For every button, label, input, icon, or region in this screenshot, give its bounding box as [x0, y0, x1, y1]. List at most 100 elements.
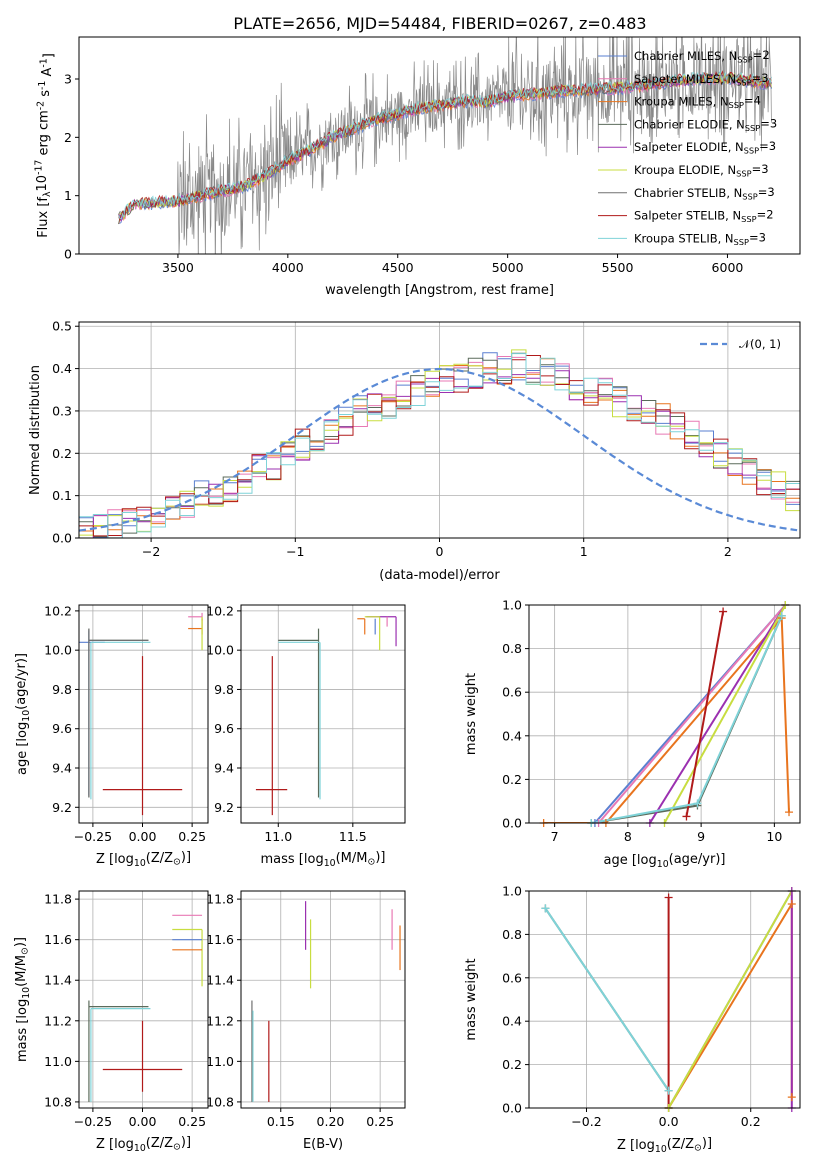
x-tick-label: 4000 [272, 260, 304, 275]
weight-line [544, 907, 670, 1092]
axes-frame [240, 604, 406, 824]
normal-curve [79, 367, 798, 532]
y-tick-label: 9.8 [214, 682, 234, 697]
plot-area [544, 891, 793, 1108]
y-tick-label: 3 [64, 72, 72, 87]
x-axis-label: wavelength [Angstrom, rest frame] [325, 283, 554, 298]
y-tick-label: 0.8 [502, 927, 522, 942]
y-tick-label: 0.0 [502, 1101, 522, 1116]
y-tick-label: 0.2 [502, 1057, 522, 1072]
x-tick-label: 3500 [162, 260, 194, 275]
weight-line [597, 605, 787, 823]
y-tick-label: 2 [64, 130, 72, 145]
y-tick-label: 10.8 [44, 1094, 72, 1109]
y-tick-label: 11.6 [206, 932, 234, 947]
x-tick-label: 5500 [602, 260, 634, 275]
x-tick-label: 8 [624, 829, 632, 844]
y-tick-label: 9.2 [52, 800, 72, 815]
legend-label: Chabrier ELODIE, NSSP​=3 [634, 116, 777, 132]
histogram-step [79, 352, 800, 538]
weight-marker [777, 611, 786, 620]
z-vs-age-panel [79, 605, 208, 823]
metallicity-mass-weight-panel [529, 890, 800, 1109]
y-tick-label: 0.0 [502, 816, 522, 831]
legend-label: Salpeter ELODIE, NSSP​=3 [634, 139, 776, 155]
y-tick-label: 0.5 [52, 319, 72, 334]
axes-frame [78, 36, 801, 255]
y-tick-label: 9.4 [214, 761, 234, 776]
weight-marker [719, 607, 728, 616]
x-tick-label: 0.15 [267, 1114, 295, 1129]
x-tick-label: 7 [551, 829, 559, 844]
x-tick-label: 10 [766, 829, 782, 844]
weight-marker [785, 808, 794, 817]
age-mass-weight-panel [529, 604, 800, 824]
y-tick-label: 11.8 [44, 892, 72, 907]
legend-label: 𝒩(0, 1) [739, 337, 781, 351]
y-tick-label: 11.4 [44, 973, 72, 988]
y-tick-label: 0.4 [502, 1014, 522, 1029]
mass-vs-age-panel [241, 605, 405, 823]
x-tick-label: 6000 [712, 260, 744, 275]
x-tick-label: 0.0 [659, 1114, 679, 1129]
weight-marker [787, 1093, 796, 1102]
x-tick-label: 2 [724, 544, 732, 559]
y-tick-label: 1.0 [502, 598, 522, 613]
spectrum-title: PLATE=2656, MJD=54484, FIBERID=0267, z=0… [233, 14, 646, 33]
model-spectrum-line [118, 70, 772, 221]
x-tick-label: 1 [580, 544, 588, 559]
weight-marker [541, 904, 550, 913]
x-tick-label: 4500 [382, 260, 414, 275]
weight-marker [664, 1086, 673, 1095]
y-tick-label: 11.2 [44, 1013, 72, 1028]
legend-label: Kroupa ELODIE, NSSP​=3 [634, 162, 769, 178]
model-spectrum-line [118, 69, 772, 220]
x-tick-label: 9 [697, 829, 705, 844]
x-tick-label: −0.2 [571, 1114, 601, 1129]
x-tick-label: −1 [286, 544, 304, 559]
x-axis-label: Z [log10​(Z/Z⊙​)] [617, 1136, 712, 1155]
weight-marker [682, 812, 691, 821]
legend-label: Salpeter MILES, NSSP​=3 [634, 71, 769, 87]
x-tick-label: −0.25 [74, 829, 112, 844]
y-tick-label: 0.4 [52, 361, 72, 376]
x-tick-label: −0.25 [74, 1114, 112, 1129]
legend-label: Kroupa STELIB, NSSP​=3 [634, 230, 766, 246]
y-tick-label: 1.0 [502, 884, 522, 899]
x-axis-label: (data-model)/error [379, 568, 500, 583]
x-axis-label: Z [log10​(Z/Z⊙​)] [96, 850, 191, 869]
y-tick-label: 0.8 [502, 641, 522, 656]
legend-label: Kroupa MILES, NSSP​=4 [634, 94, 761, 110]
x-tick-label: 0.00 [129, 1114, 157, 1129]
y-axis-label: mass weight [464, 673, 479, 755]
y-tick-label: 10.0 [44, 643, 72, 658]
x-tick-label: 11.5 [339, 829, 367, 844]
x-tick-label: 0.25 [366, 1114, 394, 1129]
weight-line [543, 615, 790, 823]
y-tick-label: 9.8 [52, 682, 72, 697]
x-axis-label: mass [log10​(M/M⊙​)] [261, 850, 386, 869]
axes-frame [240, 890, 406, 1109]
histogram-step [79, 358, 800, 532]
weight-line [667, 891, 793, 1108]
y-tick-label: 11.2 [206, 1013, 234, 1028]
x-axis-label: age [log10​(age/yr)] [604, 852, 726, 870]
y-tick-label: 9.6 [214, 721, 234, 736]
y-tick-label: 10.2 [44, 603, 72, 618]
y-tick-label: 11.0 [44, 1054, 72, 1069]
histogram-step [79, 356, 800, 538]
y-tick-label: 9.6 [52, 721, 72, 736]
axes-frame [78, 604, 209, 824]
histogram-step [79, 370, 800, 538]
y-tick-label: 10.8 [206, 1094, 234, 1109]
legend-label: Salpeter STELIB, NSSP​=2 [634, 208, 774, 224]
x-axis-label: E(B-V) [303, 1137, 343, 1152]
y-tick-label: 0.2 [502, 772, 522, 787]
x-axis-label: Z [log10​(Z/Z⊙​)] [96, 1135, 191, 1154]
histogram-step [79, 349, 800, 536]
x-tick-label: 0.2 [741, 1114, 761, 1129]
plot-area [88, 914, 203, 1102]
weight-marker [664, 893, 673, 902]
x-tick-label: 0.20 [317, 1114, 345, 1129]
